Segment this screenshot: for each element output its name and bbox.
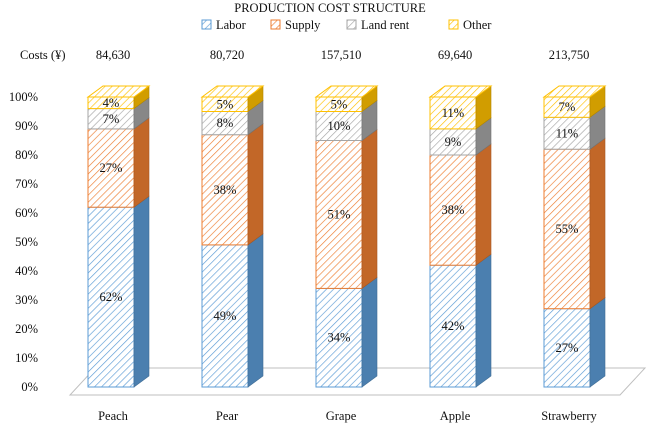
x-tick-label: Strawberry <box>541 409 597 423</box>
y-tick-label: 80% <box>15 148 38 162</box>
cost-value: 84,630 <box>96 48 130 62</box>
bar-stack-grape: 34% 51% 10% 5% <box>314 85 379 388</box>
bar-segment-front <box>429 128 477 156</box>
bar-top-face <box>86 85 151 98</box>
y-tick-label: 10% <box>15 351 38 365</box>
x-tick-label: Pear <box>216 409 239 423</box>
legend-swatch-2 <box>346 19 357 30</box>
data-label: 55% <box>556 222 579 236</box>
bar-segment-front <box>429 96 477 130</box>
x-tick-label: Grape <box>326 409 357 423</box>
data-label: 11% <box>556 126 578 140</box>
bar-segment-side <box>475 143 492 266</box>
bar-top-face <box>542 85 607 98</box>
data-label: 27% <box>100 161 123 175</box>
data-label: 27% <box>556 341 579 355</box>
bar-segment-front <box>315 140 363 289</box>
chart-floor <box>68 367 647 396</box>
bar-segment-side <box>133 195 150 388</box>
bars: 62% 27% 7% 4% 49% 38% 8% 5% 34% 51% 10% 5% 42% 38% 9% 1… <box>86 85 607 388</box>
data-label: 38% <box>442 203 465 217</box>
bar-segment-side <box>361 276 378 388</box>
legend: Labor Supply Land rent Other <box>201 18 492 32</box>
data-label: 42% <box>442 319 465 333</box>
bar-segment-side <box>475 253 492 388</box>
bar-segment-side <box>133 117 150 208</box>
y-tick-label: 70% <box>15 177 38 191</box>
data-label: 4% <box>103 96 120 110</box>
bar-stack-pear: 49% 38% 8% 5% <box>200 85 265 388</box>
cost-values: 84,630 80,720 157,510 69,640 213,750 <box>96 48 590 62</box>
y-tick-label: 30% <box>15 293 38 307</box>
y-tick-label: 60% <box>15 206 38 220</box>
bar-segment-front <box>87 128 135 208</box>
y-tick-label: 40% <box>15 264 38 278</box>
data-label: 38% <box>214 183 237 197</box>
data-label: 11% <box>442 106 464 120</box>
category-labels: Peach Pear Grape Apple Strawberry <box>98 409 597 423</box>
x-tick-label: Apple <box>440 409 471 423</box>
bar-segment-side <box>361 128 378 289</box>
y-tick-label: 90% <box>15 119 38 133</box>
legend-swatch-3 <box>448 19 459 30</box>
data-label: 9% <box>445 135 462 149</box>
bar-stack-peach: 62% 27% 7% 4% <box>86 85 151 388</box>
chart-title: PRODUCTION COST STRUCTURE <box>234 1 426 15</box>
y-tick-label: 20% <box>15 322 38 336</box>
y-tick-label: 0% <box>21 380 38 394</box>
bar-segment-front <box>543 308 591 388</box>
bar-segment-front <box>543 148 591 310</box>
data-label: 7% <box>559 100 576 114</box>
legend-label-2: Land rent <box>361 18 410 32</box>
bar-top-face <box>314 85 379 98</box>
data-label: 34% <box>328 331 351 345</box>
bar-segment-front <box>315 111 363 141</box>
cost-value: 213,750 <box>549 48 590 62</box>
data-label: 62% <box>100 290 123 304</box>
cost-value: 80,720 <box>210 48 244 62</box>
bar-segment-front <box>543 116 591 150</box>
bar-stack-strawberry: 27% 55% 11% 7% <box>542 85 607 388</box>
legend-swatch-1 <box>270 19 281 30</box>
data-label: 8% <box>217 116 234 130</box>
legend-label-3: Other <box>463 18 492 32</box>
bar-segment-side <box>247 123 264 246</box>
bar-segment-side <box>589 137 606 310</box>
data-label: 51% <box>328 207 351 221</box>
x-tick-label: Peach <box>98 409 129 423</box>
bar-top-face <box>200 85 265 98</box>
data-label: 49% <box>214 309 237 323</box>
data-label: 5% <box>217 97 234 111</box>
data-label: 10% <box>328 119 351 133</box>
legend-swatch-0 <box>201 19 212 30</box>
data-label: 7% <box>103 112 120 126</box>
legend-label-1: Supply <box>285 18 321 32</box>
data-label: 5% <box>331 97 348 111</box>
legend-label-0: Labor <box>216 18 247 32</box>
bar-top-face <box>428 85 493 98</box>
y-tick-label: 50% <box>15 235 38 249</box>
y-tick-label: 100% <box>9 90 38 104</box>
floor-plane <box>68 367 647 396</box>
cost-value: 157,510 <box>321 48 362 62</box>
costs-label: Costs (¥) <box>20 48 66 62</box>
bar-stack-apple: 42% 38% 9% 11% <box>428 85 493 388</box>
cost-value: 69,640 <box>438 48 472 62</box>
bar-segment-side <box>589 297 606 388</box>
y-axis: 0% 10% 20% 30% 40% 50% 60% 70% 80% 90% 100% <box>9 90 38 394</box>
bar-segment-side <box>247 233 264 388</box>
